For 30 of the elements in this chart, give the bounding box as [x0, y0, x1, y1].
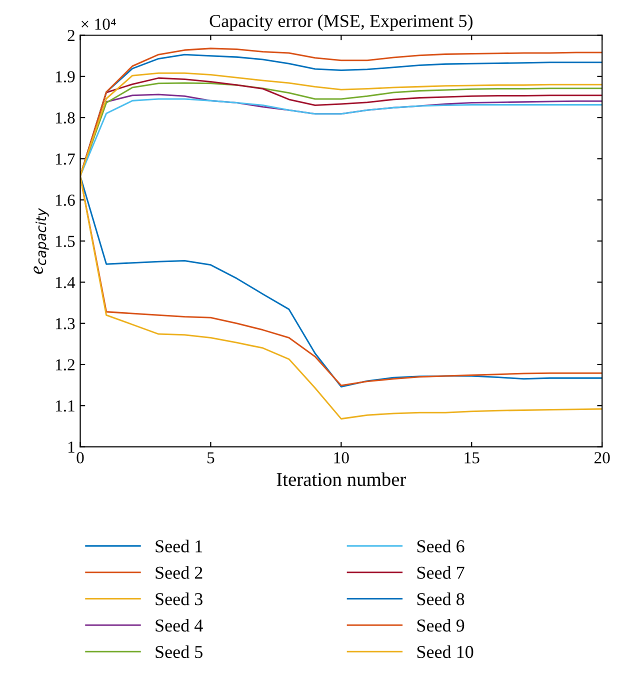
legend-label: Seed 5: [156, 645, 202, 658]
x-tick-label: 20: [594, 452, 610, 464]
legend-label: Seed 9: [417, 618, 464, 632]
legend-label: Seed 10: [417, 645, 474, 658]
y-tick-label: 1.7: [56, 154, 75, 165]
text: × 10⁴: [82, 18, 116, 30]
legend-label: Seed 1: [156, 540, 202, 552]
x-axis-title: Iteration number: [276, 472, 406, 486]
y-tick-label: 1: [68, 442, 74, 453]
y-tick-label: 1.6: [56, 194, 75, 206]
chart-title: Capacity error (MSE, Experiment 5): [210, 14, 472, 31]
x-tick-label: 15: [464, 452, 480, 464]
y-tick-label: 1.3: [56, 318, 75, 330]
x-tick-label: 0: [76, 452, 84, 464]
y-tick-label: 1.5: [56, 236, 75, 248]
legend-label: Seed 2: [156, 566, 202, 579]
y-tick-label: 1.4: [56, 276, 76, 288]
y-axis-title: e$_{capacity}$: [34, 208, 49, 274]
y-tick-label: 2: [68, 30, 74, 42]
y-tick-label: 1.8: [56, 112, 75, 124]
legend-label: Seed 7: [417, 566, 464, 579]
x-tick-label: 10: [334, 452, 349, 464]
legend-label: Seed 6: [417, 540, 464, 552]
x-tick-label: 5: [208, 452, 214, 464]
y-tick-label: 1.2: [56, 359, 74, 371]
legend-label: Seed 8: [417, 592, 464, 606]
legend-label: Seed 3: [156, 592, 202, 606]
y-tick-label: 1.1: [56, 400, 74, 412]
legend-label: Seed 4: [156, 618, 203, 632]
y-tick-label: 1.9: [56, 71, 75, 82]
